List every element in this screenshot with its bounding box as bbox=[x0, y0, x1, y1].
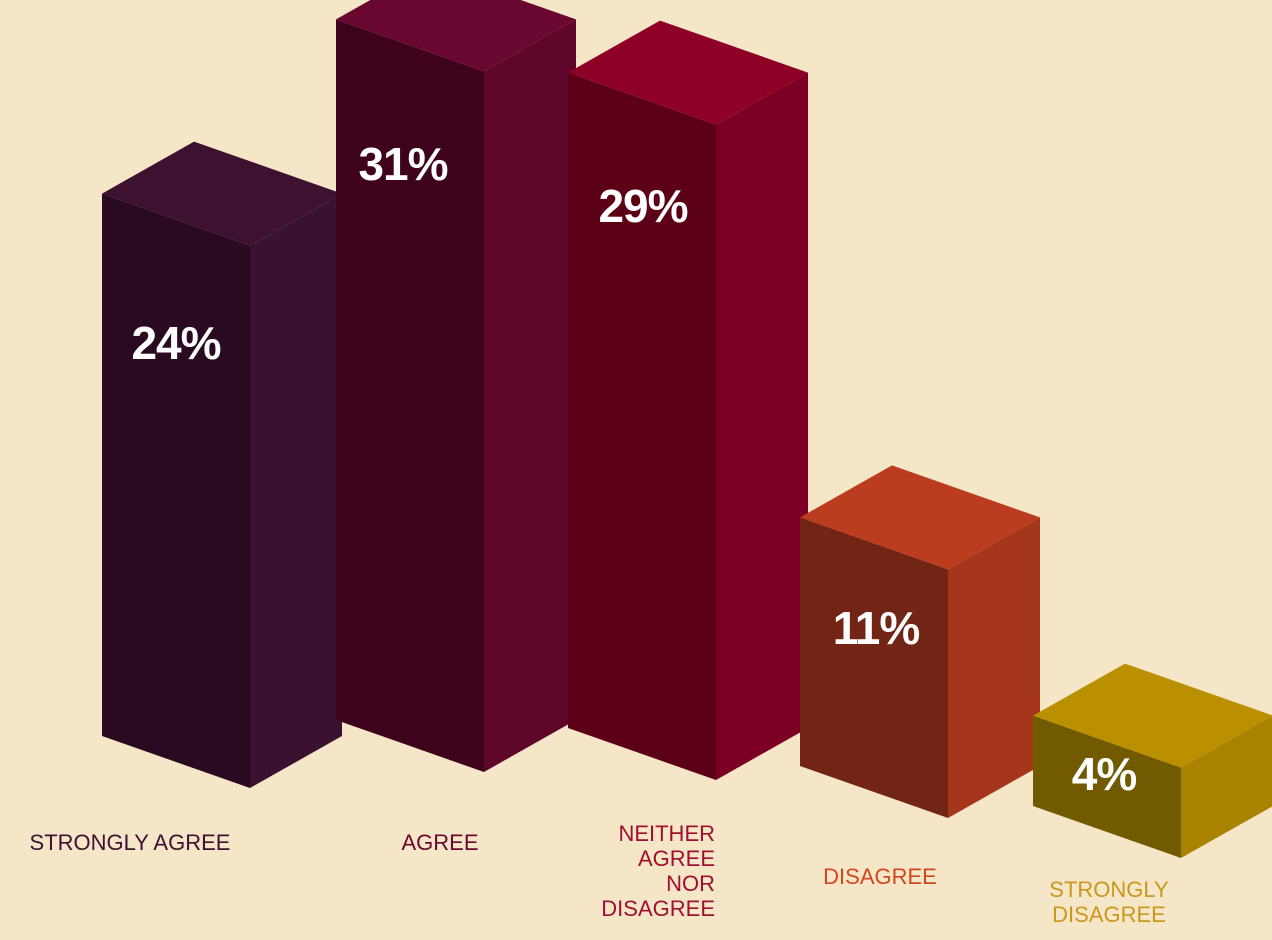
bar-2: 31% bbox=[336, 0, 576, 772]
bar-side-face bbox=[1181, 716, 1272, 858]
bar-front-face bbox=[102, 193, 250, 789]
value-label: 29% bbox=[598, 180, 687, 232]
bars-layer: 24% 31% 29% 11% 4% bbox=[102, 0, 1272, 858]
value-label: 24% bbox=[131, 317, 220, 369]
category-label: NEITHER AGREE NOR DISAGREE bbox=[601, 821, 715, 921]
bar-top-face bbox=[336, 0, 576, 72]
value-label: 11% bbox=[833, 602, 920, 654]
category-label: STRONGLY AGREE bbox=[30, 830, 231, 855]
category-label: DISAGREE bbox=[823, 864, 937, 889]
bar-side-face bbox=[484, 19, 576, 772]
bar-5: 4% bbox=[1033, 663, 1272, 858]
bar-top-face bbox=[1033, 663, 1272, 768]
value-label: 4% bbox=[1072, 748, 1137, 800]
bar-top-face bbox=[568, 20, 808, 125]
bar-side-face bbox=[250, 193, 342, 789]
bar-front-face bbox=[1033, 715, 1181, 858]
bar-4: 11% bbox=[800, 465, 1040, 818]
bar-front-face bbox=[336, 19, 484, 772]
category-label: STRONGLY DISAGREE bbox=[1049, 877, 1169, 927]
category-label: AGREE bbox=[401, 830, 478, 855]
bar-1: 24% bbox=[102, 141, 342, 789]
bar-side-face bbox=[716, 72, 808, 781]
category-labels: STRONGLY AGREE AGREE NEITHER AGREE NOR DISAGR… bbox=[30, 821, 1169, 927]
bar-front-face bbox=[800, 517, 948, 818]
bar-top-face bbox=[800, 465, 1040, 570]
value-label: 31% bbox=[358, 138, 447, 190]
bar-side-face bbox=[948, 517, 1040, 818]
bar-front-face bbox=[568, 72, 716, 781]
bar-3: 29% bbox=[568, 20, 808, 781]
bar-top-face bbox=[102, 141, 342, 246]
